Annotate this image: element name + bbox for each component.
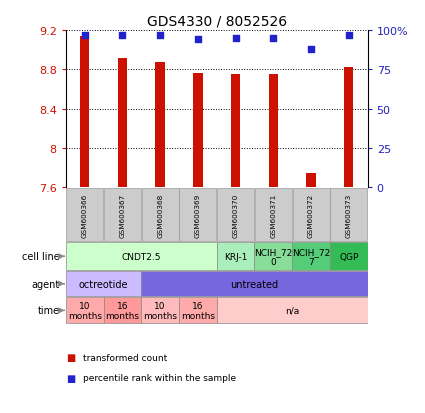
Text: GSM600366: GSM600366 xyxy=(82,193,88,237)
FancyBboxPatch shape xyxy=(141,298,179,324)
Bar xyxy=(231,75,240,188)
Text: percentile rank within the sample: percentile rank within the sample xyxy=(83,373,236,382)
FancyBboxPatch shape xyxy=(66,188,103,242)
Text: GSM600371: GSM600371 xyxy=(270,193,276,237)
FancyBboxPatch shape xyxy=(217,188,254,242)
Text: 10
months: 10 months xyxy=(143,301,177,320)
Text: 16
months: 16 months xyxy=(181,301,215,320)
Point xyxy=(119,32,126,39)
Text: QGP: QGP xyxy=(339,252,358,261)
Point xyxy=(232,36,239,42)
Text: GSM600372: GSM600372 xyxy=(308,193,314,237)
Text: octreotide: octreotide xyxy=(79,279,128,289)
Text: GSM600373: GSM600373 xyxy=(346,193,352,237)
FancyBboxPatch shape xyxy=(179,298,217,324)
FancyBboxPatch shape xyxy=(255,188,292,242)
Text: NCIH_72
7: NCIH_72 7 xyxy=(292,247,330,266)
Text: GSM600370: GSM600370 xyxy=(232,193,238,237)
Bar xyxy=(344,68,354,188)
Text: 16
months: 16 months xyxy=(105,301,139,320)
Text: n/a: n/a xyxy=(285,306,299,315)
Text: cell line: cell line xyxy=(22,252,60,261)
Text: GSM600369: GSM600369 xyxy=(195,193,201,237)
FancyBboxPatch shape xyxy=(292,243,330,271)
Text: GSM600368: GSM600368 xyxy=(157,193,163,237)
FancyBboxPatch shape xyxy=(179,188,216,242)
Text: GSM600367: GSM600367 xyxy=(119,193,125,237)
Bar xyxy=(156,63,165,188)
Title: GDS4330 / 8052526: GDS4330 / 8052526 xyxy=(147,14,287,28)
FancyBboxPatch shape xyxy=(292,188,329,242)
Bar xyxy=(193,74,203,188)
Bar xyxy=(269,75,278,188)
Text: CNDT2.5: CNDT2.5 xyxy=(122,252,161,261)
Point xyxy=(308,46,314,53)
Text: KRJ-1: KRJ-1 xyxy=(224,252,247,261)
FancyBboxPatch shape xyxy=(104,188,141,242)
Point xyxy=(270,36,277,42)
FancyBboxPatch shape xyxy=(217,298,368,324)
Text: 10
months: 10 months xyxy=(68,301,102,320)
FancyBboxPatch shape xyxy=(217,243,255,271)
Bar xyxy=(118,58,127,188)
Text: untreated: untreated xyxy=(230,279,278,289)
Text: time: time xyxy=(38,306,60,316)
FancyBboxPatch shape xyxy=(66,243,217,271)
FancyBboxPatch shape xyxy=(66,298,104,324)
Text: NCIH_72
0: NCIH_72 0 xyxy=(254,247,292,266)
Text: ■: ■ xyxy=(66,352,75,362)
FancyBboxPatch shape xyxy=(66,271,141,297)
Point xyxy=(81,32,88,39)
Point xyxy=(195,37,201,44)
FancyBboxPatch shape xyxy=(104,298,141,324)
FancyBboxPatch shape xyxy=(330,188,367,242)
Text: transformed count: transformed count xyxy=(83,353,167,362)
Text: agent: agent xyxy=(31,279,60,289)
FancyBboxPatch shape xyxy=(330,243,368,271)
Point xyxy=(157,32,164,39)
Point xyxy=(346,32,352,39)
FancyBboxPatch shape xyxy=(141,271,368,297)
FancyBboxPatch shape xyxy=(142,188,178,242)
Text: ■: ■ xyxy=(66,373,75,383)
Bar xyxy=(80,37,89,188)
FancyBboxPatch shape xyxy=(255,243,292,271)
Bar xyxy=(306,174,316,188)
